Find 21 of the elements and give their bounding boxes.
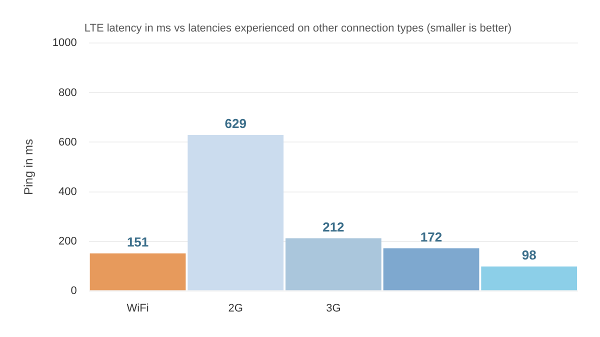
bar xyxy=(188,135,284,290)
y-tick-label: 200 xyxy=(58,235,77,248)
bar xyxy=(90,253,186,290)
y-axis-title: Ping in ms xyxy=(22,138,36,196)
y-tick-label: 800 xyxy=(58,86,77,99)
y-tick-label: 600 xyxy=(58,136,77,148)
y-tick-label: 1000 xyxy=(52,37,77,50)
y-tick-label: 400 xyxy=(58,186,77,198)
x-tick-label: 2G xyxy=(228,302,243,314)
chart-title: LTE latency in ms vs latencies experienced on other connection types (smaller is better) xyxy=(84,22,512,35)
data-label: 98 xyxy=(522,248,536,263)
x-tick-label: 3G xyxy=(326,302,341,314)
data-label: 629 xyxy=(224,116,246,132)
bar xyxy=(383,248,480,290)
data-label: 212 xyxy=(322,219,344,234)
data-label: 151 xyxy=(126,234,149,250)
bar xyxy=(286,238,382,290)
y-tick-label: 0 xyxy=(70,284,77,297)
x-tick-label: WiFi xyxy=(126,302,149,314)
data-label: 172 xyxy=(420,229,442,244)
bar xyxy=(481,266,578,290)
